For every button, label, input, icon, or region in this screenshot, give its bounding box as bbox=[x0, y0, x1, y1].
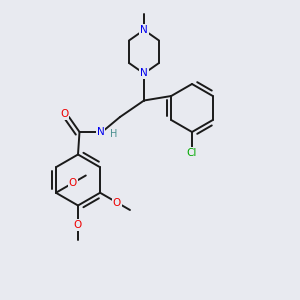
Text: O: O bbox=[60, 109, 69, 119]
Text: H: H bbox=[110, 129, 118, 140]
Text: O: O bbox=[69, 178, 77, 188]
Text: Cl: Cl bbox=[187, 148, 197, 158]
Text: N: N bbox=[97, 127, 104, 137]
Text: O: O bbox=[113, 197, 121, 208]
Text: O: O bbox=[74, 220, 82, 230]
Text: N: N bbox=[140, 68, 148, 79]
Text: N: N bbox=[140, 25, 148, 35]
